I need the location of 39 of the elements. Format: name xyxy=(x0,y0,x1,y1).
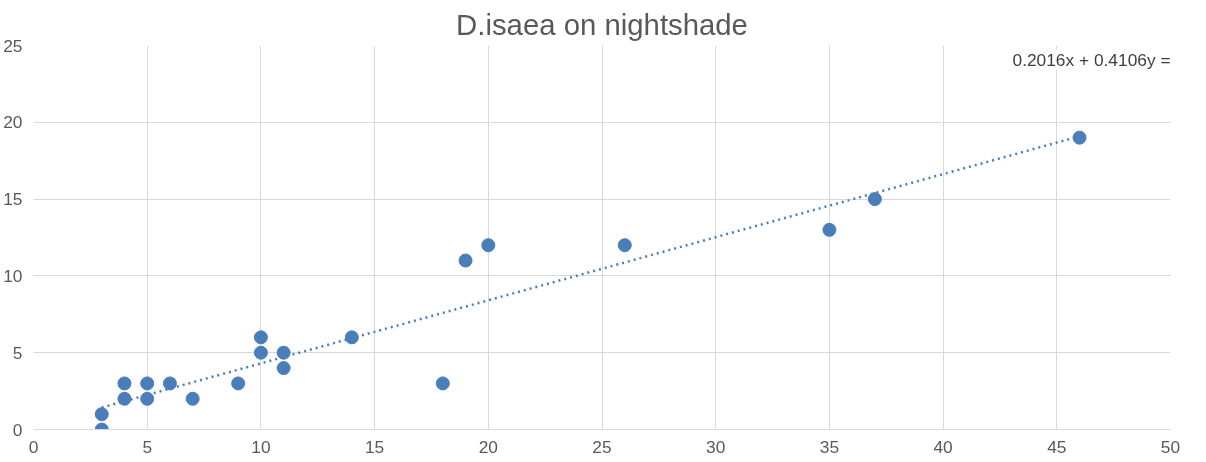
point xyxy=(458,253,473,268)
x-tick-label: 20 xyxy=(478,436,498,457)
x-tick-label: 45 xyxy=(1047,436,1067,457)
y-tick-label: 25 xyxy=(3,35,23,56)
x-tick-label: 15 xyxy=(364,436,385,457)
point xyxy=(276,361,291,376)
point xyxy=(117,376,132,391)
x-tick-label: 25 xyxy=(592,436,612,457)
annotation: 0.2016x + 0.4106y = xyxy=(1012,49,1171,70)
point xyxy=(617,238,632,253)
point xyxy=(481,238,496,253)
point xyxy=(344,330,359,345)
point xyxy=(867,192,882,207)
y-tick-label: 15 xyxy=(3,189,23,210)
point xyxy=(435,376,450,391)
point xyxy=(231,376,246,391)
x-tick-label: 10 xyxy=(251,436,271,457)
point xyxy=(276,345,291,360)
point xyxy=(822,222,837,237)
point xyxy=(185,391,200,406)
point xyxy=(253,330,268,345)
point xyxy=(253,345,268,360)
point xyxy=(117,391,132,406)
x-tick-label: 35 xyxy=(819,436,840,457)
x-tick-label: 30 xyxy=(706,436,726,457)
point xyxy=(1072,130,1087,145)
y-tick-label: 20 xyxy=(3,112,23,133)
x-tick-label: 0 xyxy=(28,436,39,457)
x-tick-label: 40 xyxy=(933,436,953,457)
y-tick-label: 10 xyxy=(3,265,23,286)
point xyxy=(162,376,177,391)
point xyxy=(140,376,155,391)
chart-title: D.isaea on nightshade xyxy=(456,7,748,41)
point xyxy=(140,391,155,406)
point xyxy=(94,407,109,422)
x-tick-label: 5 xyxy=(142,436,153,457)
y-tick-label: 0 xyxy=(12,419,23,440)
x-tick-label: 50 xyxy=(1160,436,1181,457)
y-tick-label: 5 xyxy=(12,342,23,363)
